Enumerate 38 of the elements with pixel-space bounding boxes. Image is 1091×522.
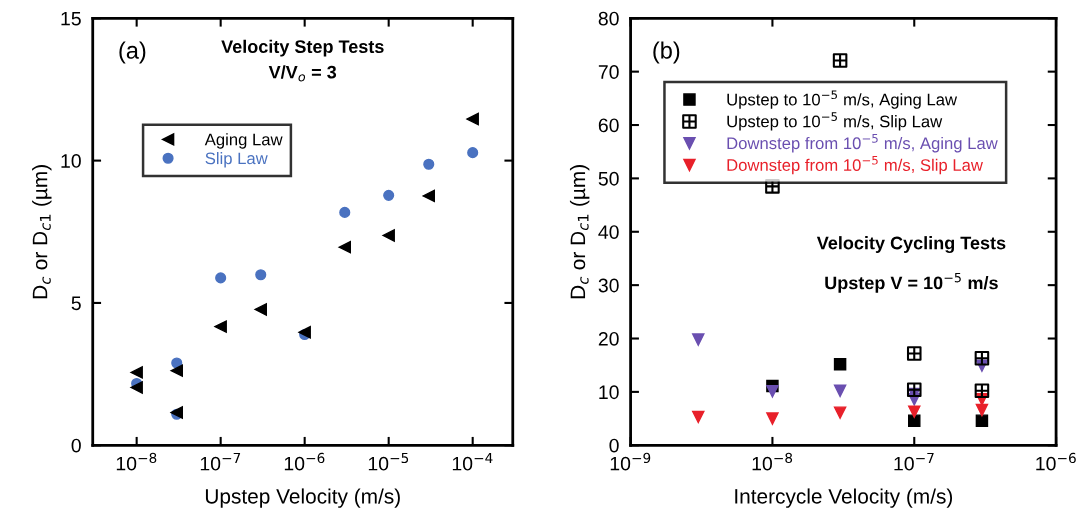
y-tick-label: 40 [598,225,619,239]
legend-label: Upstep to 10$^{−5}$ m/s, Aging Law [727,90,958,109]
y-axis-title: D$_{c}$ or D$_{c1}$ (µm) [569,165,590,299]
y-tick-label: 5 [71,296,81,311]
y-tick-label: 10 [61,154,81,168]
annotation: (b) [653,41,680,64]
x-tick-label: 10$^{−8}$ [116,452,157,471]
x-tick-label: 10$^{−6}$ [1036,452,1076,471]
x-tick-label: 10$^{−7}$ [200,452,241,471]
y-tick-label: 60 [598,118,619,133]
x-tick-label: 10$^{−8}$ [752,452,793,471]
annotation: V/V$_{o}$ = 3 [268,65,337,82]
x-tick-label: 10$^{−9}$ [610,452,651,471]
legend-label: Downstep from 10$^{−5}$ m/s, Aging Law [727,134,998,153]
x-axis-title: Upstep Velocity (m/s) [205,488,400,508]
legend-label: Downstep from 10$^{−5}$ m/s, Slip Law [727,155,983,175]
x-tick-label: 10$^{−5}$ [368,452,409,471]
x-tick-label: 10$^{−7}$ [894,452,934,471]
legend-label: Aging Law [204,133,283,149]
annotation: (a) [119,41,146,64]
x-axis-title: Intercycle Velocity (m/s) [735,488,953,508]
annotation: Upstep V = 10$^{−5}$ m/s [825,272,998,293]
x-tick-label: 10$^{−6}$ [284,452,325,471]
y-tick-label: 0 [71,438,81,453]
y-axis-title: D$_{c}$ or D$_{c1}$ (µm) [32,165,52,299]
y-tick-label: 20 [598,331,619,346]
y-tick-label: 80 [598,11,619,26]
x-tick-label: 10$^{−4}$ [452,452,493,471]
legend-label: Slip Law [205,152,268,168]
legend-label: Upstep to 10$^{−5}$ m/s, Slip Law [727,112,943,131]
y-tick-label: 15 [61,11,81,26]
y-tick-label: 50 [598,171,619,186]
y-tick-label: 70 [598,65,619,79]
annotation: Velocity Step Tests [221,39,384,57]
y-tick-label: 0 [609,438,619,453]
y-tick-label: 10 [599,385,619,400]
y-tick-label: 30 [598,278,619,293]
annotation: Velocity Cycling Tests [816,236,1006,254]
